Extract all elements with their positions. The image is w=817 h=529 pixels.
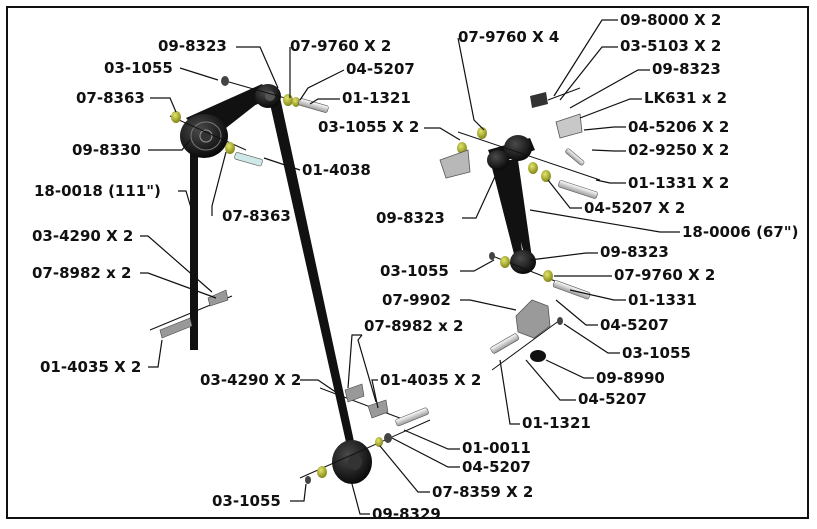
bracket-lk631 — [555, 113, 583, 139]
knob-09-8990 — [530, 350, 546, 362]
label-04-5206: 04-5206 X 2 — [628, 118, 730, 136]
label-04-5207-top: 04-5207 — [346, 60, 415, 78]
label-01-4038: 01-4038 — [302, 161, 371, 179]
label-07-8982-right: 07-8982 x 2 — [364, 317, 464, 335]
label-09-8323-top: 09-8323 — [158, 37, 227, 55]
label-03-4290-left: 03-4290 X 2 — [32, 227, 134, 245]
label-09-8323-right-low: 09-8323 — [600, 243, 669, 261]
label-07-8982-left: 07-8982 x 2 — [32, 264, 132, 282]
label-03-1055-top: 03-1055 — [104, 59, 173, 77]
diagram-frame — [6, 6, 809, 519]
label-18-0006: 18-0006 (67") — [682, 223, 799, 241]
label-04-5207-right: 04-5207 — [600, 316, 669, 334]
label-02-9250: 02-9250 X 2 — [628, 141, 730, 159]
label-01-4035-left: 01-4035 X 2 — [40, 358, 142, 376]
label-09-8000: 09-8000 X 2 — [620, 11, 722, 29]
pulley-09-8329 — [332, 440, 372, 484]
pulley-09-8330 — [180, 114, 228, 158]
label-01-1331-x2: 01-1331 X 2 — [628, 174, 730, 192]
plate-07-9902 — [515, 299, 551, 339]
bracket-07-8982-left — [159, 289, 229, 339]
label-07-9760-x2-right: 07-9760 X 2 — [614, 266, 716, 284]
label-07-9760-x2: 07-9760 X 2 — [290, 37, 392, 55]
label-03-5103: 03-5103 X 2 — [620, 37, 722, 55]
belt-18-0006 — [490, 160, 532, 258]
label-07-8363-top: 07-8363 — [76, 89, 145, 107]
label-01-1321-top: 01-1321 — [342, 89, 411, 107]
label-09-8329: 09-8329 — [372, 505, 441, 523]
label-04-5207-bottom: 04-5207 — [462, 458, 531, 476]
label-09-8330: 09-8330 — [72, 141, 141, 159]
label-03-1055-x2: 03-1055 X 2 — [318, 118, 420, 136]
leader-lines — [140, 19, 680, 515]
washers — [171, 76, 563, 484]
label-04-5207-x2: 04-5207 X 2 — [584, 199, 686, 217]
pulley-09-8323-lower — [510, 250, 536, 274]
label-03-1055-right-low: 03-1055 — [622, 344, 691, 362]
label-09-8323-right-mid: 09-8323 — [376, 209, 445, 227]
label-03-1055-right: 03-1055 — [380, 262, 449, 280]
label-04-5207-low: 04-5207 — [578, 390, 647, 408]
label-03-4290-right: 03-4290 X 2 — [200, 371, 302, 389]
label-09-8323-right-top: 09-8323 — [652, 60, 721, 78]
bracket-09-8000 — [530, 92, 548, 108]
label-01-1321-low: 01-1321 — [522, 414, 591, 432]
label-07-8359: 07-8359 X 2 — [432, 483, 534, 501]
label-07-9760-x4: 07-9760 X 4 — [458, 28, 560, 46]
label-18-0018: 18-0018 (111") — [34, 182, 161, 200]
label-09-8990: 09-8990 — [596, 369, 665, 387]
label-01-0011: 01-0011 — [462, 439, 531, 457]
label-lk631: LK631 x 2 — [644, 89, 728, 107]
label-01-4035-right: 01-4035 X 2 — [380, 371, 482, 389]
bracket-07-8982-right — [344, 383, 389, 419]
pulley-09-8323-top — [255, 84, 281, 108]
label-03-1055-bottom: 03-1055 — [212, 492, 281, 510]
label-07-8363-mid: 07-8363 — [222, 207, 291, 225]
label-07-9902: 07-9902 — [382, 291, 451, 309]
bracket-left — [439, 149, 471, 179]
label-01-1331: 01-1331 — [628, 291, 697, 309]
